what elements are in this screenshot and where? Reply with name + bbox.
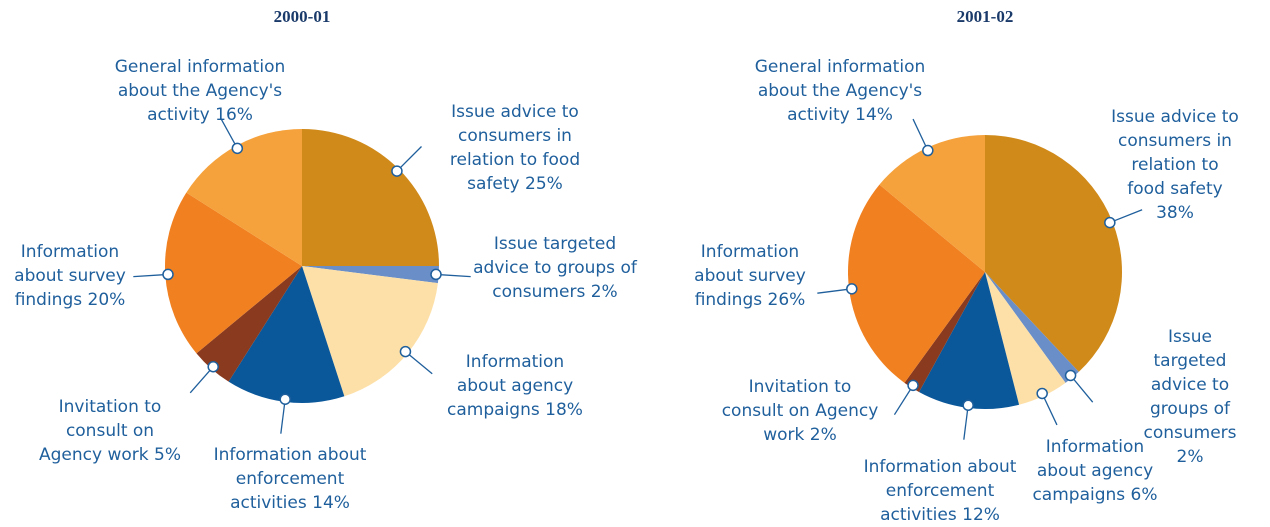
slice-name: General information about the Agency's a…: [114, 57, 286, 125]
leader-dot: [279, 393, 291, 405]
slice-name: Information about enforcement activities: [213, 445, 367, 513]
leader-line: [220, 117, 238, 149]
slice-label: Invitation to consult on Agency work 5%: [35, 395, 185, 467]
chart-title: 2000-01: [274, 7, 331, 26]
pie-slice: [302, 266, 439, 284]
slice-name: Information about survey findings: [14, 242, 126, 310]
slice-label: Information about survey findings 20%: [5, 240, 135, 312]
slice-label: Issue targeted advice to groups of consu…: [470, 232, 640, 304]
pie-slice: [302, 129, 439, 266]
leader-dot: [962, 399, 974, 411]
leader-dot: [907, 379, 919, 392]
leader-dot: [846, 283, 858, 295]
pie-slice: [302, 266, 438, 397]
pie-slice: [165, 192, 302, 354]
leader-line: [1041, 393, 1058, 426]
pie-slice: [196, 266, 302, 382]
leader-dot: [231, 142, 244, 155]
leader-dot: [162, 268, 174, 281]
leader-dot: [1036, 387, 1048, 400]
leader-line: [912, 118, 929, 151]
slice-value: 14%: [312, 493, 350, 513]
slice-name: Issue advice to consumers in relation to…: [449, 102, 581, 194]
slice-value: 25%: [525, 174, 563, 194]
leader-line: [396, 146, 422, 172]
slice-name: General information about the Agency's a…: [754, 57, 926, 125]
slice-name: Issue targeted advice to groups of consu…: [1143, 327, 1237, 443]
chart-title: 2001-02: [957, 7, 1014, 26]
pie-slice: [985, 272, 1079, 383]
slice-value: 2%: [809, 425, 837, 445]
leader-dot: [391, 165, 403, 177]
slice-value: 14%: [855, 105, 893, 125]
slice-value: 12%: [962, 505, 1000, 525]
slice-label: Information about enforcement activities…: [200, 443, 380, 515]
slice-label: Issue advice to consumers in relation to…: [440, 100, 590, 196]
pie-slice: [848, 184, 985, 383]
leader-dot: [1104, 216, 1116, 229]
leader-line: [1070, 375, 1094, 403]
pie-slice: [879, 135, 985, 272]
slice-name: Issue advice to consumers in relation to…: [1111, 107, 1239, 199]
slice-label: Issue advice to consumers in relation to…: [1110, 105, 1240, 225]
slice-value: 2%: [590, 282, 618, 302]
leader-line: [435, 273, 471, 278]
leader-line: [133, 273, 169, 278]
leader-line: [280, 399, 286, 434]
pie-slice: [918, 272, 1020, 410]
slice-label: Issue targeted advice to groups of consu…: [1130, 325, 1250, 469]
slice-name: Information about survey findings: [694, 242, 806, 310]
leader-dot: [922, 144, 934, 157]
leader-line: [189, 366, 214, 394]
slice-name: Invitation to consult on Agency work: [39, 397, 162, 465]
slice-label: Information about enforcement activities…: [850, 455, 1030, 527]
leader-line: [1109, 209, 1143, 224]
slice-label: Information about agency campaigns 6%: [1025, 435, 1165, 507]
pie-slice: [904, 272, 985, 393]
pie-slice: [186, 129, 302, 266]
leader-line: [893, 385, 914, 416]
slice-label: Information about survey findings 26%: [685, 240, 815, 312]
slice-label: Invitation to consult on Agency work 2%: [720, 375, 880, 447]
slice-value: 38%: [1156, 203, 1194, 223]
slice-name: Information about enforcement activities: [863, 457, 1017, 525]
leader-dot: [430, 268, 442, 281]
slice-value: 26%: [767, 290, 806, 310]
pie-slice: [985, 272, 1066, 405]
slice-value: 18%: [545, 400, 583, 420]
pie-slice: [228, 266, 345, 404]
leader-line: [963, 405, 969, 440]
slice-value: 2%: [1176, 447, 1204, 467]
leader-dot: [399, 345, 412, 358]
leader-line: [817, 288, 852, 294]
slice-value: 20%: [87, 290, 126, 310]
pie-slice: [985, 135, 1123, 372]
leader-dot: [207, 360, 219, 373]
leader-dot: [1064, 369, 1077, 382]
slice-value: 5%: [154, 445, 181, 465]
slice-value: 16%: [215, 105, 253, 125]
slice-label: General information about the Agency's a…: [100, 55, 300, 127]
slice-label: General information about the Agency's a…: [740, 55, 940, 127]
slice-value: 6%: [1130, 485, 1158, 505]
leader-line: [405, 351, 433, 375]
slice-name: Invitation to consult on Agency work: [721, 377, 879, 445]
slice-name: Information about agency campaigns: [1032, 437, 1154, 505]
slice-name: Issue targeted advice to groups of consu…: [473, 234, 637, 302]
slice-name: Information about agency campaigns: [447, 352, 574, 420]
slice-label: Information about agency campaigns 18%: [445, 350, 585, 422]
